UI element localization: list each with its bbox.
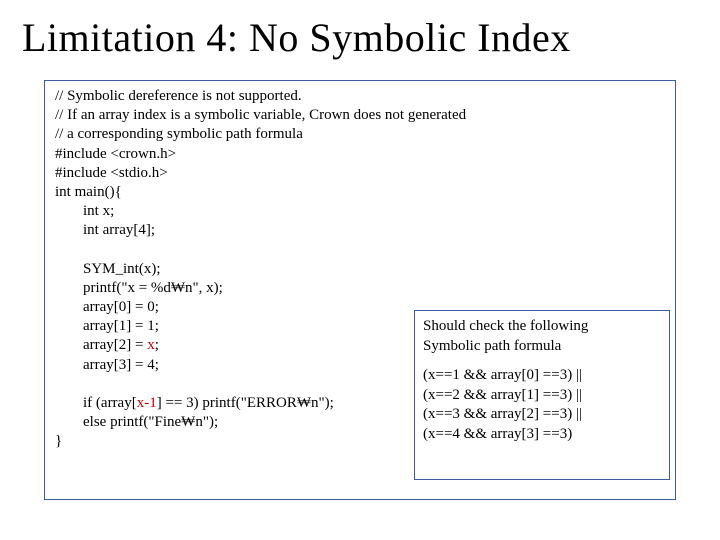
- code-decl-array: int array[4];: [55, 221, 665, 240]
- code-if-post: ] == 3) printf("ERROR₩n");: [157, 395, 334, 411]
- code-comment-1: // Symbolic dereference is not supported…: [55, 87, 665, 106]
- code-printf-x: printf("x = %d₩n", x);: [55, 279, 665, 298]
- anno-formula-4: (x==4 && array[3] ==3): [423, 425, 661, 445]
- anno-formula-2: (x==2 && array[1] ==3) ||: [423, 386, 661, 406]
- code-include-1: #include <crown.h>: [55, 145, 665, 164]
- code-if-index: x-1: [137, 395, 157, 411]
- code-array-2-pre: array[2] =: [83, 337, 147, 353]
- code-if-pre: if (array[: [83, 395, 137, 411]
- code-comment-2: // If an array index is a symbolic varia…: [55, 106, 665, 125]
- code-comment-3: // a corresponding symbolic path formula: [55, 125, 665, 144]
- code-array-2-post: ;: [155, 337, 159, 353]
- code-sym-int: SYM_int(x);: [55, 260, 665, 279]
- annotation-box: Should check the following Symbolic path…: [414, 310, 670, 480]
- anno-formula-3: (x==3 && array[2] ==3) ||: [423, 405, 661, 425]
- anno-formula-1: (x==1 && array[0] ==3) ||: [423, 366, 661, 386]
- code-include-2: #include <stdio.h>: [55, 164, 665, 183]
- blank-line-1: [55, 241, 665, 260]
- anno-spacer: [423, 356, 661, 366]
- code-decl-x: int x;: [55, 202, 665, 221]
- code-array-2-x: x: [147, 337, 155, 353]
- anno-heading-2: Symbolic path formula: [423, 337, 661, 357]
- code-main-open: int main(){: [55, 183, 665, 202]
- slide-title: Limitation 4: No Symbolic Index: [22, 14, 702, 61]
- anno-heading-1: Should check the following: [423, 317, 661, 337]
